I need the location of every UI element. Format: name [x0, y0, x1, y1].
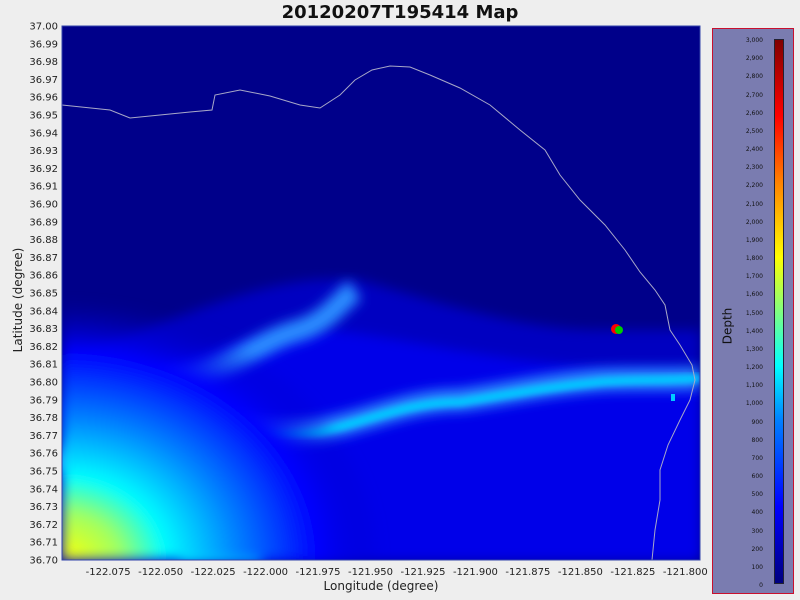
x-axis-ticks: -122.075 -122.050 -122.025 -122.000 -121.975…	[86, 567, 708, 578]
y-tick-label: 36.72	[29, 520, 58, 531]
colorbar-tick-label: 2,600	[745, 109, 763, 117]
x-tick-label: -121.850	[558, 567, 603, 578]
colorbar-tick-label: 0	[759, 582, 763, 589]
y-tick-label: 36.92	[29, 164, 58, 175]
y-tick-label: 36.93	[29, 146, 58, 157]
y-tick-label: 36.73	[29, 502, 58, 513]
colorbar-tick-label: 800	[751, 436, 763, 444]
colorbar-tick-label: 1,100	[745, 382, 763, 390]
colorbar-tick-label: 200	[751, 545, 763, 553]
colorbar-tick-label: 2,500	[745, 127, 763, 135]
vehicle-marker-green	[615, 326, 623, 334]
x-tick-label: -121.800	[663, 567, 708, 578]
y-tick-label: 36.89	[29, 217, 58, 228]
y-tick-label: 36.71	[29, 538, 58, 549]
legend-title: Depth	[720, 307, 735, 345]
colorbar-tick-label: 500	[751, 491, 763, 499]
map-title: 20120207T195414 Map	[281, 2, 519, 23]
y-tick-label: 36.80	[29, 378, 58, 389]
y-tick-label: 36.70	[29, 556, 58, 567]
y-tick-label: 36.86	[29, 271, 58, 282]
colorbar-tick-label: 2,100	[745, 200, 763, 208]
y-tick-label: 36.77	[29, 431, 58, 442]
x-tick-label: -121.975	[296, 567, 341, 578]
x-tick-label: -122.025	[191, 567, 236, 578]
colorbar-tick-label: 400	[751, 509, 763, 517]
colorbar-tick-label: 2,000	[745, 218, 763, 226]
colorbar-tick-label: 100	[751, 563, 763, 571]
colorbar-tick-label: 1,800	[745, 255, 763, 262]
x-tick-label: -122.075	[86, 567, 131, 578]
colorbar-tick-label: 300	[751, 527, 763, 535]
y-tick-label: 36.83	[29, 324, 58, 335]
y-tick-label: 36.94	[29, 128, 58, 139]
colorbar-tick-label: 2,400	[745, 146, 763, 153]
colorbar-tick-label: 2,800	[745, 73, 763, 81]
colorbar-tick-label: 2,700	[745, 91, 763, 99]
colorbar-tick-label: 1,900	[745, 236, 763, 244]
colorbar-tick-label: 1,700	[745, 273, 763, 281]
x-axis-title: Longitude (degree)	[324, 579, 439, 593]
y-tick-label: 36.96	[29, 93, 58, 104]
colorbar-tick-label: 1,200	[745, 364, 763, 371]
colorbar	[774, 39, 784, 584]
x-tick-label: -122.050	[138, 567, 183, 578]
colorbar-tick-label: 600	[751, 473, 763, 480]
y-tick-label: 36.85	[29, 289, 58, 300]
colorbar-tick-label: 1,400	[745, 327, 763, 335]
y-tick-label: 37.00	[29, 22, 58, 33]
bathymetry-layer	[62, 65, 700, 560]
y-tick-label: 36.84	[29, 306, 58, 317]
y-tick-label: 36.81	[29, 360, 58, 371]
y-tick-label: 36.74	[29, 484, 58, 495]
colorbar-tick-label: 3,000	[745, 37, 763, 44]
y-tick-label: 36.76	[29, 449, 58, 460]
y-tick-label: 36.75	[29, 467, 58, 478]
plot-frame	[61, 25, 701, 561]
y-tick-label: 36.78	[29, 413, 58, 424]
depth-legend: Depth 3,000 2,900 2,800 2,700 2,600 2,500 2,40…	[712, 28, 794, 594]
colorbar-tick-label: 1,600	[745, 291, 763, 299]
y-tick-label: 36.95	[29, 111, 58, 122]
colorbar-tick-label: 1,300	[745, 345, 763, 353]
buoy-marker	[671, 394, 675, 401]
y-tick-label: 36.99	[29, 39, 58, 50]
y-tick-label: 36.98	[29, 57, 58, 68]
colorbar-tick-label: 2,300	[745, 164, 763, 172]
y-tick-label: 36.88	[29, 235, 58, 246]
y-tick-label: 36.97	[29, 75, 58, 86]
colorbar-tick-label: 1,000	[745, 400, 763, 408]
colorbar-tick-label: 2,200	[745, 182, 763, 190]
x-tick-label: -121.925	[400, 567, 445, 578]
x-tick-label: -121.825	[610, 567, 655, 578]
colorbar-tick-label: 1,500	[745, 309, 763, 317]
y-tick-label: 36.90	[29, 200, 58, 211]
y-tick-label: 36.82	[29, 342, 58, 353]
y-tick-label: 36.91	[29, 182, 58, 193]
colorbar-tick-label: 900	[751, 418, 763, 426]
x-tick-label: -121.900	[453, 567, 498, 578]
y-tick-label: 36.87	[29, 253, 58, 264]
x-tick-label: -122.000	[243, 567, 288, 578]
x-tick-label: -121.950	[348, 567, 393, 578]
y-axis-ticks: 37.00 36.99 36.98 36.97 36.96 36.95 36.94 36.93…	[29, 22, 58, 567]
x-tick-label: -121.875	[505, 567, 550, 578]
colorbar-tick-label: 2,900	[745, 55, 763, 63]
colorbar-tick-label: 700	[751, 454, 763, 462]
y-axis-title: Latitude (degree)	[11, 248, 25, 353]
y-tick-label: 36.79	[29, 395, 58, 406]
